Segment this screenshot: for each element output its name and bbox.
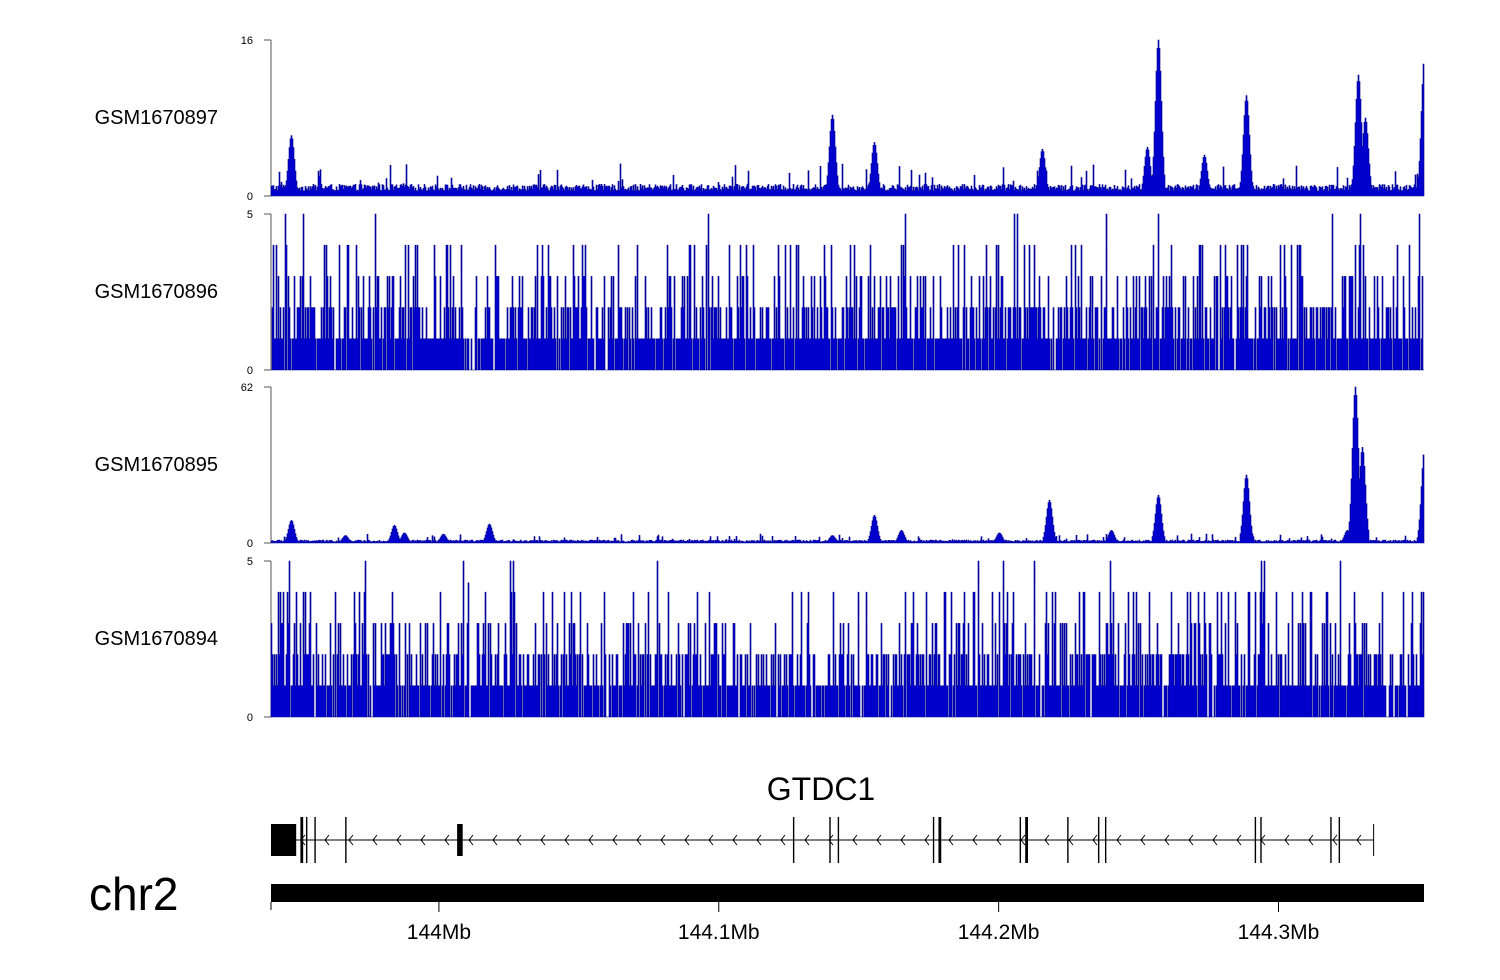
y-tick-label-max: 62 xyxy=(241,382,253,394)
y-tick-label-min: 0 xyxy=(247,712,253,724)
gene-exon xyxy=(837,817,840,863)
x-tick-label: 144Mb xyxy=(407,921,471,944)
strand-arrow xyxy=(756,834,762,846)
strand-arrow xyxy=(1356,834,1362,846)
strand-arrow xyxy=(540,834,546,846)
gene-exon xyxy=(1330,817,1332,863)
gene-label: GTDC1 xyxy=(767,771,875,807)
strand-arrow xyxy=(828,834,834,846)
strand-arrow xyxy=(924,834,930,846)
strand-arrow xyxy=(1284,834,1290,846)
strand-arrow xyxy=(684,834,690,846)
strand-arrow xyxy=(1332,834,1338,846)
strand-arrow xyxy=(1188,834,1194,846)
strand-arrow xyxy=(996,834,1002,846)
strand-arrow xyxy=(492,834,498,846)
track-label: GSM1670894 xyxy=(95,628,218,650)
strand-arrow xyxy=(1212,834,1218,846)
strand-arrow xyxy=(1116,834,1122,846)
coverage-tracks: GSM1670897160GSM167089650GSM1670895620GS… xyxy=(95,35,1425,724)
strand-arrow xyxy=(660,834,666,846)
strand-arrow xyxy=(852,834,858,846)
track-GSM1670894: GSM1670894 5 0 xyxy=(95,556,1425,724)
strand-arrow xyxy=(732,834,738,846)
strand-arrow xyxy=(708,834,714,846)
chromosome-label: chr2 xyxy=(89,868,178,920)
x-axis: 144Mb 144.1Mb 144.2Mb 144.3Mb xyxy=(270,902,1320,944)
strand-arrow xyxy=(900,834,906,846)
strand-arrow xyxy=(468,834,474,846)
gene-exon xyxy=(1097,817,1100,863)
coverage-area xyxy=(271,213,1424,371)
strand-arrow xyxy=(444,834,450,846)
strand-arrow xyxy=(588,834,594,846)
strand-arrow xyxy=(972,834,978,846)
y-tick-label-max: 5 xyxy=(247,209,253,221)
strand-arrow xyxy=(564,834,570,846)
gene-exon xyxy=(938,817,942,863)
gene-exon xyxy=(271,824,297,856)
gene-exon xyxy=(314,817,316,863)
gene-exon xyxy=(829,817,831,863)
strand-arrow xyxy=(948,834,954,846)
strand-arrow xyxy=(1068,834,1074,846)
strand-arrow xyxy=(516,834,522,846)
gene-exon xyxy=(305,817,308,863)
strand-arrow xyxy=(804,834,810,846)
strand-arrow xyxy=(876,834,882,846)
gene-exon xyxy=(1260,817,1262,863)
gene-exon xyxy=(457,824,463,856)
gene-exon xyxy=(1254,817,1257,863)
strand-arrow xyxy=(1140,834,1146,846)
track-label: GSM1670897 xyxy=(95,107,218,129)
strand-arrow xyxy=(1092,834,1098,846)
y-tick-label-max: 16 xyxy=(241,35,253,47)
strand-arrow xyxy=(396,834,402,846)
gene-model xyxy=(271,817,1375,863)
gene-track: GTDC1 xyxy=(271,771,1375,863)
gene-exon xyxy=(792,817,795,863)
track-label: GSM1670895 xyxy=(95,454,218,476)
track-label: GSM1670896 xyxy=(95,281,218,303)
strand-arrow xyxy=(372,834,378,846)
strand-arrow xyxy=(1164,834,1170,846)
strand-arrow xyxy=(612,834,618,846)
gene-exon xyxy=(1338,817,1341,863)
gene-exon xyxy=(1067,817,1069,863)
strand-arrow xyxy=(1044,834,1050,846)
gene-exon xyxy=(1025,817,1029,863)
y-tick-label-min: 0 xyxy=(247,538,253,550)
track-GSM1670897: GSM1670897 16 0 xyxy=(95,35,1425,203)
gene-exon xyxy=(300,817,304,863)
strand-arrow xyxy=(780,834,786,846)
strand-arrow xyxy=(324,834,330,846)
coverage-area xyxy=(270,39,1425,197)
y-tick-label-min: 0 xyxy=(247,365,253,377)
strand-arrow xyxy=(636,834,642,846)
strand-arrow xyxy=(1236,834,1242,846)
gene-exon xyxy=(1104,817,1107,863)
y-tick-label-min: 0 xyxy=(247,191,253,203)
x-tick-label: 144.1Mb xyxy=(678,921,760,944)
gene-exon xyxy=(345,817,347,863)
chromosome-track: chr2 xyxy=(89,868,1424,920)
chromosome-bar xyxy=(271,884,1424,902)
x-tick-label: 144.2Mb xyxy=(958,921,1040,944)
gene-exon xyxy=(1019,817,1022,863)
track-GSM1670896: GSM1670896 5 0 xyxy=(95,209,1424,377)
y-tick-label-max: 5 xyxy=(247,556,253,568)
track-GSM1670895: GSM1670895 62 0 xyxy=(95,382,1425,550)
coverage-area xyxy=(270,386,1425,544)
x-tick-label: 144.3Mb xyxy=(1238,921,1320,944)
gene-exon xyxy=(932,817,935,863)
strand-arrow xyxy=(1308,834,1314,846)
coverage-area xyxy=(270,560,1425,718)
strand-arrow xyxy=(348,834,354,846)
strand-arrow xyxy=(420,834,426,846)
